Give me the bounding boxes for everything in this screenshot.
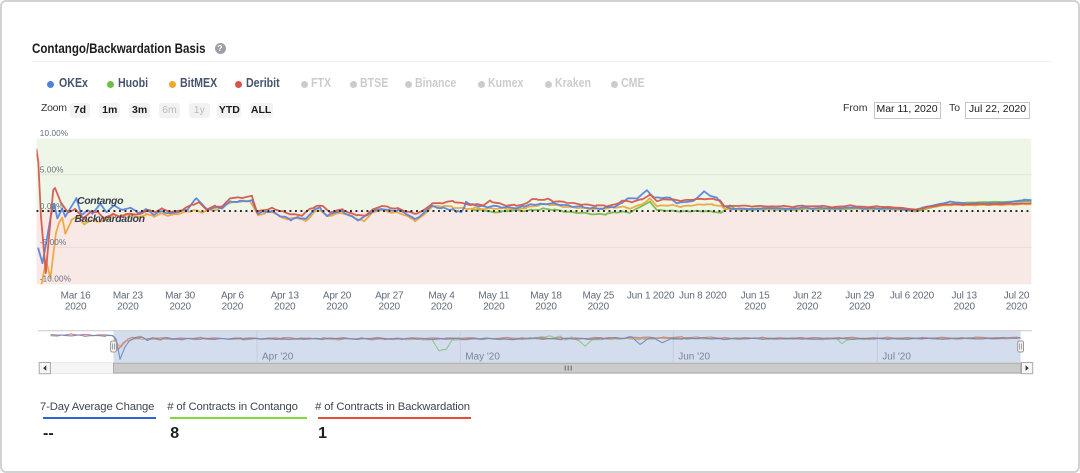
svg-text:Jul 6 2020: Jul 6 2020 [890,291,935,302]
svg-text:May 4: May 4 [428,291,455,302]
svg-text:Jul 13: Jul 13 [951,291,977,302]
svg-text:Apr 6: Apr 6 [221,291,245,302]
svg-text:Apr '20: Apr '20 [262,352,294,363]
svg-text:2020: 2020 [797,302,819,313]
svg-text:-10.00%: -10.00% [40,275,71,284]
svg-text:Jun 15: Jun 15 [741,291,770,302]
svg-text:0.00%: 0.00% [40,202,64,211]
svg-text:Backwardation: Backwardation [75,213,145,225]
svg-text:May 18: May 18 [530,291,562,302]
svg-text:Jul '20: Jul '20 [882,352,911,363]
svg-text:5.00%: 5.00% [40,165,64,174]
svg-text:2020: 2020 [588,302,610,313]
svg-text:Jul 20: Jul 20 [1004,291,1030,302]
svg-text:Contango: Contango [77,195,124,207]
svg-text:Jun 1 2020: Jun 1 2020 [627,291,675,302]
svg-text:Apr 13: Apr 13 [271,291,300,302]
svg-text:2020: 2020 [326,302,348,313]
svg-text:Jun 29: Jun 29 [845,291,874,302]
svg-text:Mar 30: Mar 30 [165,291,196,302]
svg-text:2020: 2020 [849,302,871,313]
svg-text:2020: 2020 [274,302,296,313]
svg-text:May 11: May 11 [478,291,509,302]
svg-text:2020: 2020 [169,302,191,313]
svg-text:Mar 16: Mar 16 [61,291,92,302]
svg-text:2020: 2020 [222,302,244,313]
svg-text:2020: 2020 [483,302,505,313]
svg-text:May 25: May 25 [583,291,615,302]
svg-text:2020: 2020 [953,302,975,313]
svg-text:Apr 20: Apr 20 [323,291,352,302]
svg-text:2020: 2020 [535,302,557,313]
svg-text:10.00%: 10.00% [40,129,68,138]
svg-text:Jun '20: Jun '20 [678,352,710,363]
svg-text:Mar 23: Mar 23 [113,291,144,302]
svg-text:2020: 2020 [65,302,87,313]
svg-text:May '20: May '20 [465,352,500,363]
svg-text:2020: 2020 [117,302,139,313]
svg-text:2020: 2020 [378,302,400,313]
svg-text:Jun 22: Jun 22 [793,291,822,302]
svg-text:2020: 2020 [744,302,766,313]
svg-text:2020: 2020 [431,302,453,313]
svg-text:2020: 2020 [1006,302,1028,313]
svg-text:Apr 27: Apr 27 [375,291,404,302]
svg-text:Jun 8 2020: Jun 8 2020 [679,291,727,302]
svg-text:-5.00%: -5.00% [40,238,67,247]
